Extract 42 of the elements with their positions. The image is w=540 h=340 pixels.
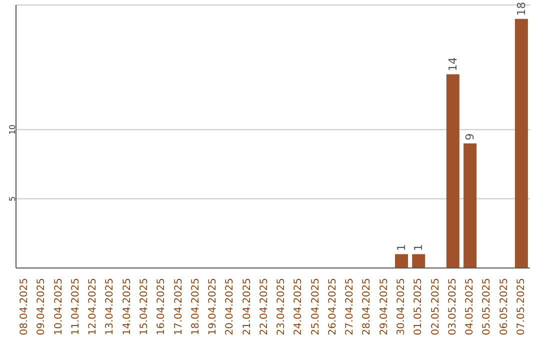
x-tick-label: 11.04.2025	[70, 278, 82, 336]
x-tick-label: 16.04.2025	[156, 278, 168, 336]
x-tick-label: 02.05.2025	[430, 278, 442, 336]
data-label: 18	[514, 2, 528, 16]
x-tick-label: 08.04.2025	[19, 278, 30, 336]
x-tick-label: 30.04.2025	[396, 278, 407, 336]
x-tick-label: 29.04.2025	[378, 278, 390, 336]
x-tick-label: 21.04.2025	[242, 278, 253, 336]
x-tick-label: 26.04.2025	[327, 278, 338, 336]
bar	[394, 254, 408, 268]
x-tick-label: 17.04.2025	[173, 278, 184, 336]
x-tick-label: 27.04.2025	[344, 278, 356, 336]
x-tick-label: 25.04.2025	[310, 278, 322, 336]
x-tick-label: 04.05.2025	[464, 278, 476, 336]
y-tick-label: 5	[8, 196, 17, 202]
x-tick-label: 18.04.2025	[190, 278, 202, 336]
data-label: 1	[412, 244, 426, 252]
x-tick-label: 14.04.2025	[122, 278, 133, 336]
data-label: 9	[464, 133, 477, 140]
data-label: 14	[446, 57, 460, 72]
x-tick-label: 22.04.2025	[258, 278, 270, 336]
x-tick-label: 19.04.2025	[208, 278, 219, 336]
x-tick-label: 06.05.2025	[498, 278, 510, 336]
bar	[412, 254, 426, 268]
x-tick-label: 03.05.2025	[447, 278, 458, 336]
bar	[446, 74, 460, 268]
x-tick-label: 10.04.2025	[53, 278, 64, 336]
data-label: 1	[394, 244, 408, 252]
y-tick-label: 10	[8, 124, 17, 135]
x-tick-label: 23.04.2025	[276, 278, 288, 336]
x-tick-label: 07.05.2025	[516, 278, 527, 336]
x-tick-label: 13.04.2025	[104, 278, 116, 336]
x-tick-label: 01.05.2025	[413, 278, 424, 336]
x-tick-label: 09.04.2025	[36, 278, 48, 336]
x-tick-label: 28.04.2025	[362, 278, 373, 336]
x-tick-label: 20.04.2025	[224, 278, 236, 336]
x-tick-label: 24.04.2025	[293, 278, 304, 336]
bar	[514, 18, 528, 268]
x-tick-label: 15.04.2025	[139, 278, 150, 336]
x-tick-label: 12.04.2025	[88, 278, 99, 336]
x-tick-label: 05.05.2025	[482, 278, 493, 336]
bar	[464, 143, 477, 268]
